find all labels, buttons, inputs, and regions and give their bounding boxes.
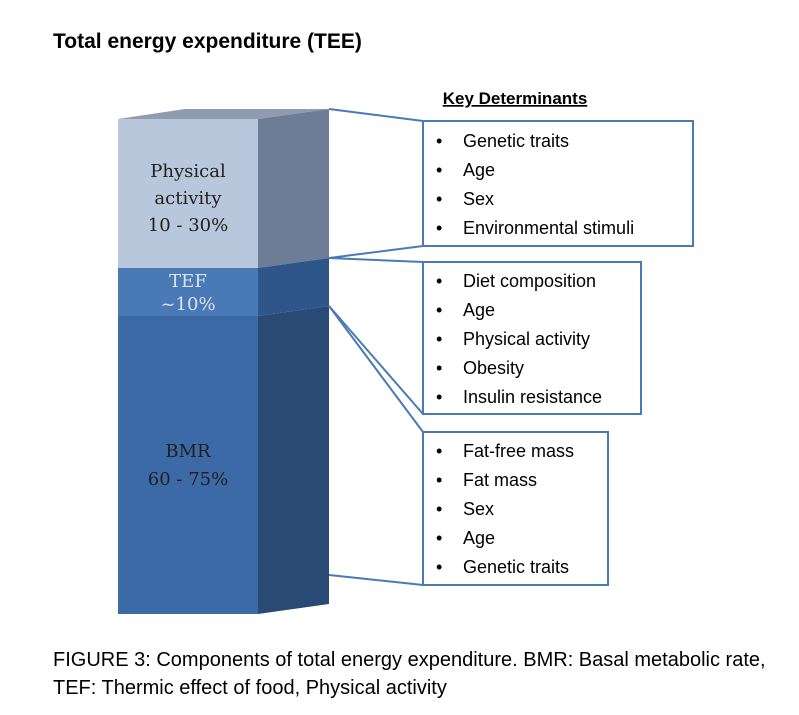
figure-caption: FIGURE 3: Components of total energy exp… [53, 649, 766, 699]
bullet: • [436, 528, 442, 548]
determinant-item: Genetic traits [463, 557, 569, 577]
pa-segment-side [258, 109, 329, 268]
pa-segment-front [118, 119, 258, 268]
determinant-item: Genetic traits [463, 131, 569, 151]
bullet: • [436, 358, 442, 378]
connector-pa-bottom [328, 245, 424, 259]
bullet: • [436, 271, 442, 291]
pa-value: 10 - 30% [148, 215, 228, 236]
bullet: • [436, 387, 442, 407]
determinant-item: Insulin resistance [463, 387, 602, 407]
determinant-item: Fat mass [463, 470, 537, 490]
determinant-item: Age [463, 300, 495, 320]
bullet: • [436, 470, 442, 490]
determinants-box-bmr [422, 431, 609, 586]
bullet: • [436, 329, 442, 349]
tef-segment-front [118, 268, 258, 316]
bmr-segment-front [118, 316, 258, 614]
bullet: • [436, 218, 442, 238]
bullet: • [436, 131, 442, 151]
bmr-segment-side [258, 306, 329, 614]
determinant-item: Fat-free mass [463, 441, 574, 461]
bullet: • [436, 441, 442, 461]
bmr-label: BMR [165, 441, 211, 462]
key-determinants-title: Key Determinants [443, 89, 588, 108]
bmr-value: 60 - 75% [148, 469, 228, 490]
pa-label-line2: activity [154, 188, 222, 209]
tef-segment-side [258, 258, 329, 316]
bullet: • [436, 189, 442, 209]
connector-bmr-top [328, 305, 424, 433]
determinants-box-tef [422, 261, 642, 415]
determinant-item: Diet composition [463, 271, 596, 291]
bullet: • [436, 557, 442, 577]
connector-tef-top [328, 257, 424, 263]
pa-segment-top [118, 109, 329, 119]
determinant-item: Age [463, 160, 495, 180]
tef-value: ~10% [160, 294, 215, 315]
determinant-item: Physical activity [463, 329, 590, 349]
pa-label-line1: Physical [150, 161, 226, 182]
bullet: • [436, 300, 442, 320]
determinant-item: Age [463, 528, 495, 548]
determinants-box-pa [422, 120, 694, 247]
tef-label: TEF [169, 271, 207, 292]
bullet: • [436, 160, 442, 180]
connector-tef-bottom [328, 305, 424, 415]
connector-bmr-bottom [328, 574, 424, 586]
determinant-item: Sex [463, 189, 494, 209]
determinant-item: Obesity [463, 358, 524, 378]
connector-pa-top [328, 108, 424, 122]
diagram-title: Total energy expenditure (TEE) [53, 30, 362, 53]
determinant-item: Sex [463, 499, 494, 519]
bullet: • [436, 499, 442, 519]
determinant-item: Environmental stimuli [463, 218, 634, 238]
